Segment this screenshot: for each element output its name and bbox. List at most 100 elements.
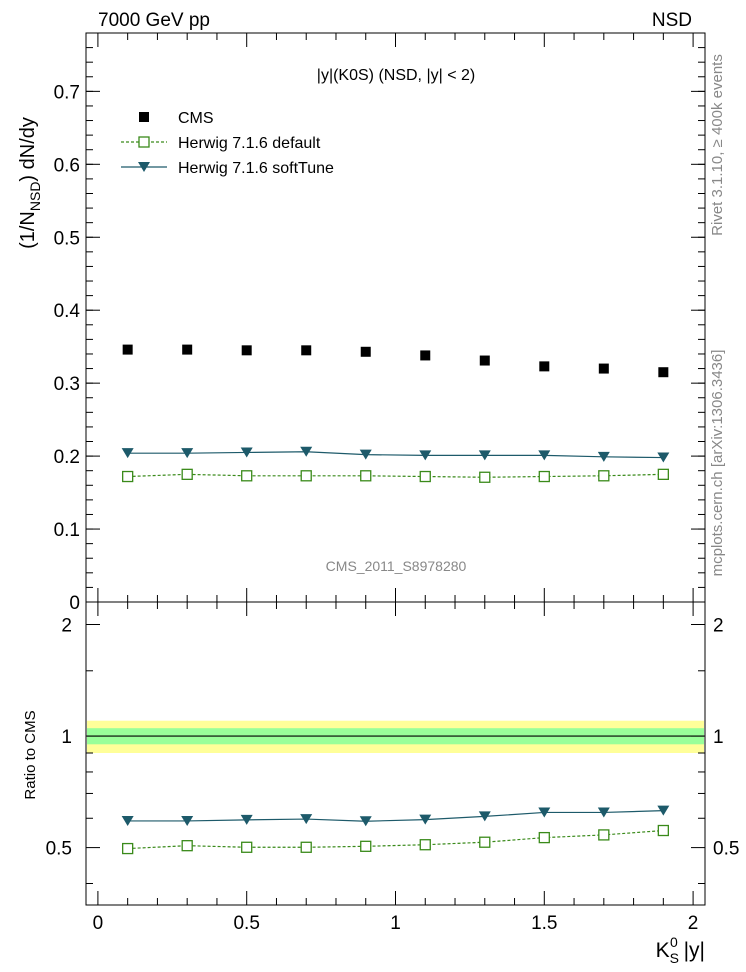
ratio-point [122, 842, 134, 855]
ratio-point [240, 814, 253, 825]
header-process: NSD [652, 10, 692, 31]
data-point [657, 452, 670, 463]
data-point [121, 448, 134, 459]
data-point [538, 470, 550, 483]
legend-item: Herwig 7.1.6 softTune [121, 160, 334, 177]
ratio-line [127, 829, 664, 850]
rivet-info: Rivet 3.1.10, ≥ 400k events [709, 54, 726, 236]
data-point [419, 450, 432, 461]
main-plot: |y|(K0S) (NSD, |y| < 2) CMS_2011_S897828… [54, 32, 706, 614]
ratio-series-1 [121, 805, 670, 827]
legend-marker [138, 162, 150, 172]
data-point [479, 355, 490, 366]
y-tick-label: 0.7 [54, 82, 80, 103]
series-line [127, 473, 664, 478]
main-x-axis [97, 33, 694, 602]
y-tick-label: 0.5 [54, 228, 80, 249]
ratio-tick-label: 1 [61, 727, 72, 748]
series-0 [122, 344, 669, 378]
x-label-sup: 0 [670, 934, 678, 950]
data-point [181, 448, 194, 459]
data-point [359, 449, 372, 460]
data-point [479, 471, 491, 483]
y-tick-label: 0.6 [54, 155, 80, 176]
series-1 [122, 468, 669, 483]
y-tick-label: 0.4 [54, 301, 81, 322]
y-tick-label: 0.1 [54, 520, 80, 541]
series-2 [121, 446, 670, 463]
ratio-line [127, 810, 664, 822]
ratio-tick-label-right: 0.5 [713, 839, 739, 860]
ratio-tick-label: 0.5 [46, 839, 72, 860]
ratio-y-axis-label: Ratio to CMS [22, 710, 39, 799]
data-point [300, 470, 312, 482]
ratio-point [181, 815, 194, 826]
ratio-x-axis: 0 0.5 1 1.5 2 [93, 602, 699, 934]
x-label-main: K [656, 939, 670, 962]
x-label-tail: |y| [678, 939, 705, 962]
data-point [419, 470, 431, 483]
ratio-point [597, 807, 610, 818]
data-point [538, 450, 551, 461]
ratio-point [419, 814, 432, 825]
x-tick-label: 1.5 [531, 913, 557, 934]
data-point [360, 470, 372, 482]
ratio-point [241, 841, 253, 853]
header-energy: 7000 GeV pp [98, 10, 210, 31]
x-axis-label: KS0 |y| [656, 934, 705, 966]
legend-label: Herwig 7.1.6 softTune [178, 160, 334, 177]
series-line [127, 451, 664, 459]
legend-label: CMS [178, 110, 214, 127]
ratio-point [419, 839, 431, 851]
ratio-point [538, 807, 551, 818]
data-point [598, 363, 609, 374]
legend-marker [139, 112, 149, 122]
ratio-point [300, 841, 312, 853]
mcplots-info: mcplots.cern.ch [arXiv:1306.3436] [709, 350, 726, 577]
x-label-sub: S [670, 950, 679, 966]
main-y-axis: 0 0.1 0.2 0.3 0.4 0.5 0.6 0.7 [54, 47, 705, 614]
ratio-point [359, 816, 372, 827]
ratio-point [657, 824, 669, 837]
y-label-main: (1/N [17, 211, 39, 249]
plot-title: |y|(K0S) (NSD, |y| < 2) [317, 67, 475, 84]
ratio-point [479, 836, 491, 848]
y-label-sub: NSD [27, 182, 43, 212]
ratio-point [478, 811, 491, 822]
data-point [598, 470, 610, 482]
legend-item: Herwig 7.1.6 default [121, 135, 321, 152]
legend: CMS Herwig 7.1.6 default Herwig 7.1.6 soft… [121, 110, 334, 177]
ratio-frame [85, 601, 706, 906]
ratio-point [360, 840, 372, 852]
ratio-point [300, 814, 313, 825]
data-point [300, 446, 313, 457]
ratio-tick-label-right: 2 [713, 615, 724, 636]
ratio-series-0 [122, 824, 669, 855]
ratio-tick-label-right: 1 [713, 727, 724, 748]
ratio-point [657, 805, 670, 816]
data-point [181, 468, 193, 480]
ratio-point [121, 815, 134, 826]
data-point [122, 344, 133, 355]
data-point [122, 470, 134, 483]
y-tick-label: 0.2 [54, 447, 80, 468]
ratio-y-axis: 0.5 0.5 1 1 2 2 [46, 615, 739, 885]
x-tick-label: 0.5 [233, 913, 259, 934]
legend-label: Herwig 7.1.6 default [178, 135, 321, 152]
x-tick-label: 2 [688, 913, 699, 934]
analysis-watermark: CMS_2011_S8978280 [326, 558, 467, 574]
data-point [182, 344, 193, 355]
ratio-tick-label: 2 [61, 615, 72, 636]
data-point [360, 346, 371, 357]
main-y-axis-label: (1/NNSD) dN/dy [17, 117, 43, 249]
ratio-point [598, 829, 610, 841]
data-point [240, 447, 253, 458]
data-point [241, 345, 252, 356]
y-tick-label: 0 [69, 593, 80, 614]
data-point [420, 350, 431, 361]
data-point [658, 367, 669, 378]
data-point [241, 470, 253, 482]
data-point [301, 345, 312, 356]
y-label-tail: ) dN/dy [17, 117, 39, 181]
